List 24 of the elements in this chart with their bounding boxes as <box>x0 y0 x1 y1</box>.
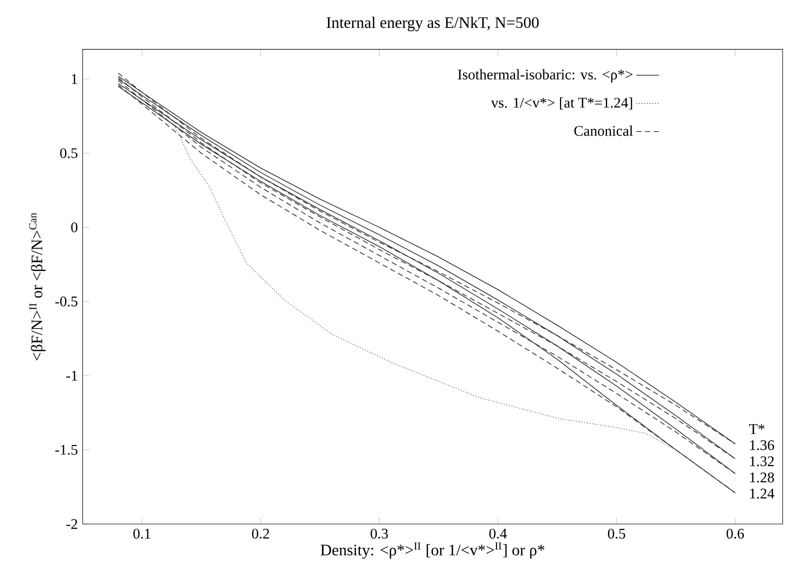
chart-title: Internal energy as E/NkT, N=500 <box>326 16 539 32</box>
annotation: 1.32 <box>750 456 774 466</box>
y-tick-label: 0 <box>71 222 78 232</box>
x-tick-label: 0.5 <box>608 528 626 539</box>
y-tick-label: -1.5 <box>55 444 78 455</box>
annotation: 1.24 <box>750 488 774 499</box>
legend-label: Isothermal-isobaric: vs. <ρ*> <box>458 69 632 82</box>
x-tick-label: 0.4 <box>489 528 507 539</box>
x-tick-label: 0.1 <box>133 528 150 539</box>
x-axis-title: Density: <ρ*>$^{II}$ [or 1/<v*>$^{II}$] or ρ* <box>320 542 544 559</box>
x-tick-label: 0.6 <box>726 528 744 539</box>
annotation: T* <box>749 424 764 434</box>
legend-label: Canonical <box>574 126 633 136</box>
y-tick-label: -1 <box>66 370 78 380</box>
y-tick-label: -2 <box>66 519 78 529</box>
annotation: 1.36 <box>750 440 774 450</box>
y-tick-label: 1 <box>72 74 78 84</box>
legend-label: vs. 1/<v*> [at T*=1.24] <box>491 97 632 110</box>
y-tick-label: -0.5 <box>55 296 78 306</box>
x-tick-label: 0.2 <box>252 528 269 539</box>
y-tick-label: 0.5 <box>60 148 78 158</box>
x-tick-label: 0.3 <box>370 528 388 539</box>
y-axis-title: <βF/N>$^{II}$ or <βF/N>$^{Can}$ <box>29 212 46 360</box>
annotation: 1.28 <box>750 472 774 482</box>
